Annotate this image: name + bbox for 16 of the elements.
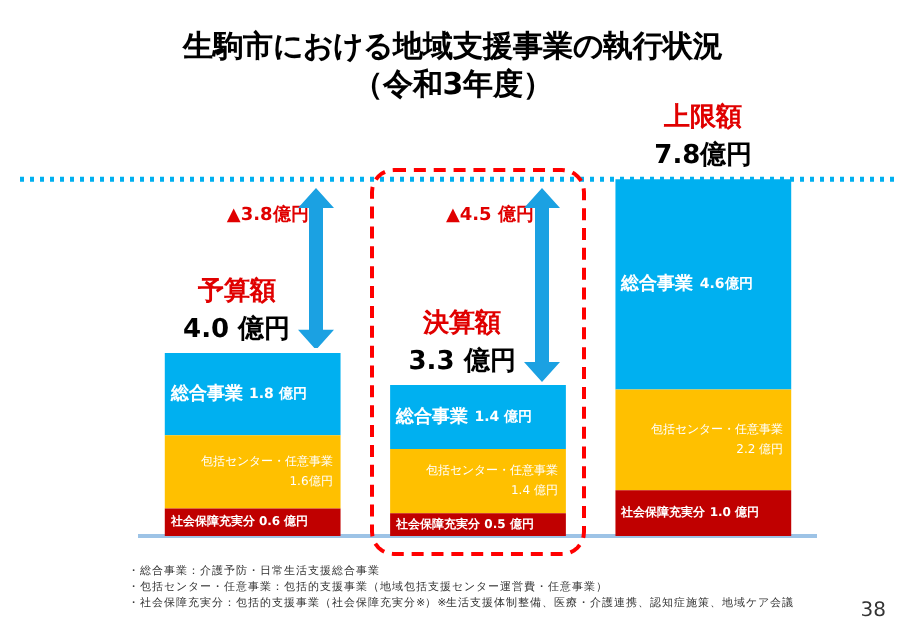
x-tick-label: 予算額 (195, 275, 276, 307)
chart-subtitle: （令和3年度） (350, 66, 556, 104)
text: 総合事業 (396, 407, 469, 428)
x-tick-label: 上限額 (662, 101, 743, 134)
text: 38 (860, 600, 886, 622)
series-label: 総合事業 (168, 382, 250, 405)
bar (390, 449, 566, 514)
bar (164, 353, 341, 436)
text: 総合事業 (621, 275, 694, 296)
chart-title: 生駒市における地域支援事業の執行状況 (180, 28, 725, 66)
total-label: 7.8億円 (654, 139, 753, 172)
total-label: 3.3 億円 (408, 345, 516, 378)
bar (615, 389, 792, 491)
x-tick-label: 決算額 (421, 307, 501, 340)
bar (164, 435, 341, 509)
total-label: 4.0 億円 (183, 313, 291, 345)
